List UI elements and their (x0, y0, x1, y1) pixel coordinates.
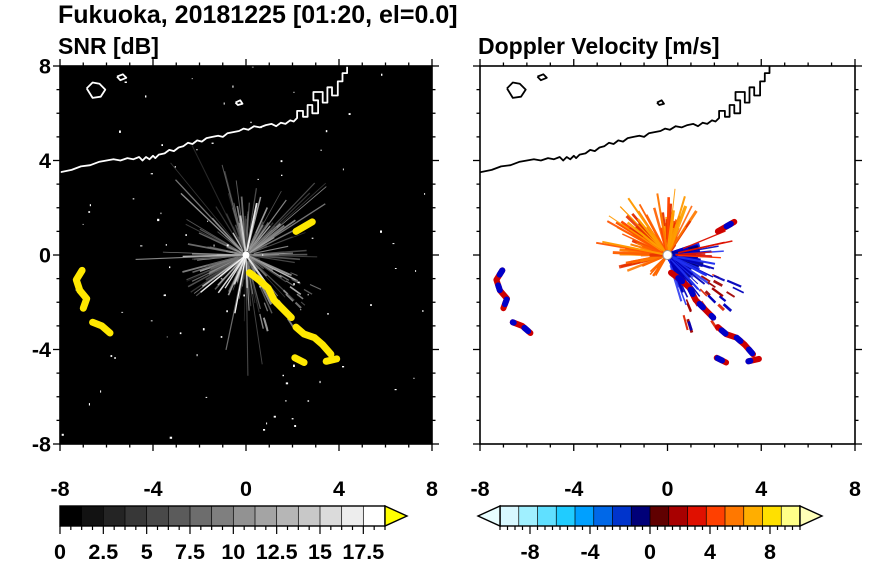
colorbar-tick-label: -8 (520, 540, 539, 564)
doppler-colorbar: -8 -4 0 4 8 (476, 504, 824, 564)
snr-radar-streaks (135, 145, 327, 376)
x-axis-tick-label: -4 (564, 477, 583, 501)
snr-y-axis-labels: 8 4 0 -4 -8 (32, 55, 51, 457)
doppler-precip-echoes (493, 218, 762, 366)
snr-panel-title: SNR [dB] (58, 33, 159, 59)
colorbar-tick-label: 5 (141, 540, 153, 564)
x-axis-tick-label: 4 (333, 477, 345, 501)
y-axis-tick-label: -4 (32, 338, 51, 362)
doppler-colorbar-ticks (499, 526, 801, 534)
colorbar-tick-label: 4 (704, 540, 716, 564)
doppler-colorbar-arrow-low (476, 504, 501, 528)
colorbar-tick-label: 15 (308, 540, 332, 564)
snr-colorbar-arrow-high (384, 504, 409, 528)
doppler-plot-area: -8 -4 0 4 8 (470, 59, 862, 501)
doppler-radar-streaks (596, 188, 745, 334)
colorbar-tick-label: 17.5 (342, 540, 384, 564)
doppler-coastline (480, 66, 771, 174)
x-axis-tick-label: -8 (50, 477, 69, 501)
snr-plot-area: -8 -4 0 4 8 8 4 0 -4 -8 (32, 55, 439, 501)
colorbar-tick-label: 7.5 (175, 540, 205, 564)
colorbar-tick-label: 0 (644, 540, 656, 564)
y-axis-tick-label: 8 (39, 55, 51, 79)
colorbar-tick-label: 0 (54, 540, 66, 564)
x-axis-tick-label: 0 (240, 477, 252, 501)
y-axis-tick-label: 4 (39, 149, 51, 173)
colorbar-tick-label: 2.5 (88, 540, 118, 564)
figure-title: Fukuoka, 20181225 [01:20, el=0.0] (58, 1, 458, 29)
snr-axis-ticks (53, 59, 439, 451)
snr-colorbar: 0 2.5 5 7.5 10 12.5 15 17.5 (54, 504, 409, 564)
doppler-colorbar-arrow-high (799, 504, 824, 528)
snr-x-axis-labels: -8 -4 0 4 8 (50, 477, 438, 501)
colorbar-tick-label: 12.5 (256, 540, 298, 564)
doppler-x-axis-labels: -8 -4 0 4 8 (470, 477, 861, 501)
y-axis-tick-label: 0 (39, 244, 51, 268)
snr-precip-echoes (72, 218, 341, 366)
x-axis-tick-label: -4 (143, 477, 162, 501)
snr-colorbar-ticks (59, 526, 386, 534)
snr-radar-center (242, 251, 250, 259)
x-axis-tick-label: 4 (755, 477, 767, 501)
colorbar-tick-label: -4 (580, 540, 599, 564)
doppler-panel-title: Doppler Velocity [m/s] (478, 33, 720, 59)
colorbar-tick-label: 10 (221, 540, 245, 564)
x-axis-tick-label: -8 (470, 477, 489, 501)
x-axis-tick-label: 0 (662, 477, 674, 501)
y-axis-tick-label: -8 (32, 433, 51, 457)
x-axis-tick-label: 8 (849, 477, 861, 501)
colorbar-tick-label: 8 (764, 540, 776, 564)
snr-noise-speckle (61, 66, 426, 439)
doppler-radar-center (662, 250, 673, 260)
x-axis-tick-label: 8 (426, 477, 438, 501)
snr-coastline (60, 66, 349, 174)
doppler-axis-ticks (473, 59, 862, 451)
